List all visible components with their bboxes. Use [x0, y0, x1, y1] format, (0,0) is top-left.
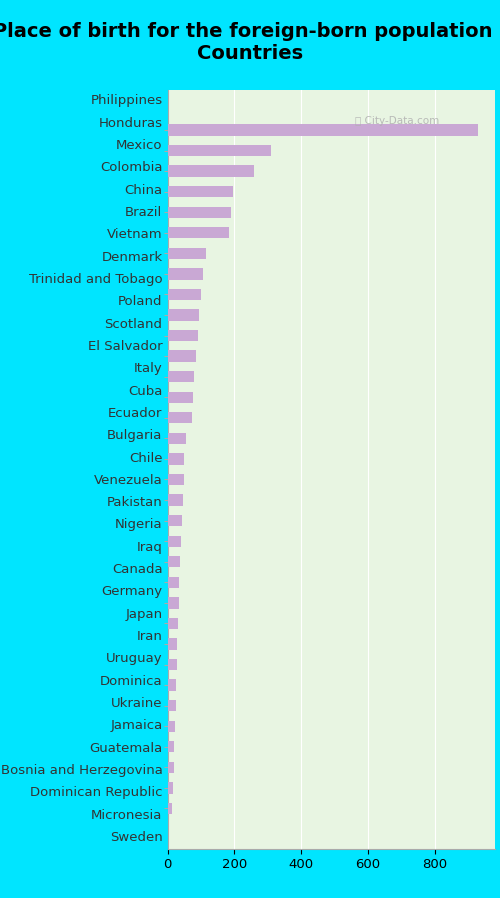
Bar — [168, 330, 198, 341]
Text: Japan: Japan — [126, 608, 162, 621]
Text: Mexico: Mexico — [116, 139, 162, 152]
Bar — [168, 392, 192, 403]
Bar — [168, 495, 182, 506]
Text: Denmark: Denmark — [102, 251, 162, 264]
Text: Germany: Germany — [102, 585, 162, 598]
Bar — [168, 453, 184, 464]
Bar — [168, 680, 176, 691]
Text: Micronesia: Micronesia — [91, 808, 162, 822]
Bar — [168, 474, 184, 485]
Text: Iran: Iran — [136, 630, 162, 643]
Text: Trinidad and Tobago: Trinidad and Tobago — [29, 273, 162, 286]
Bar — [168, 165, 254, 177]
Bar — [168, 556, 180, 568]
Bar — [168, 227, 230, 238]
Text: China: China — [124, 184, 162, 197]
Bar — [168, 350, 196, 362]
Bar — [168, 186, 232, 198]
Bar — [168, 309, 199, 321]
Text: Ecuador: Ecuador — [108, 407, 162, 420]
Text: Place of birth for the foreign-born population -
Countries: Place of birth for the foreign-born popu… — [0, 22, 500, 63]
Text: Chile: Chile — [129, 452, 162, 464]
Text: Brazil: Brazil — [125, 206, 162, 219]
Text: Guatemala: Guatemala — [89, 742, 162, 754]
Bar — [168, 597, 178, 609]
Text: Scotland: Scotland — [104, 318, 162, 330]
Bar — [168, 515, 181, 526]
Text: ⓘ City-Data.com: ⓘ City-Data.com — [354, 117, 439, 127]
Bar — [168, 577, 179, 588]
Bar — [168, 638, 177, 649]
Bar — [168, 659, 176, 670]
Text: Dominican Republic: Dominican Republic — [30, 787, 162, 799]
Text: Iraq: Iraq — [136, 541, 162, 554]
Text: Bulgaria: Bulgaria — [107, 429, 162, 442]
Bar — [168, 741, 174, 753]
Text: Cuba: Cuba — [128, 384, 162, 398]
Text: Venezuela: Venezuela — [94, 474, 162, 487]
Text: Honduras: Honduras — [98, 117, 162, 130]
Bar — [168, 720, 175, 732]
Text: Sweden: Sweden — [110, 831, 162, 844]
Text: Vietnam: Vietnam — [107, 228, 162, 242]
Bar — [168, 762, 173, 773]
Text: Jamaica: Jamaica — [110, 719, 162, 733]
Bar — [168, 700, 176, 711]
Text: Bosnia and Herzegovina: Bosnia and Herzegovina — [0, 764, 162, 777]
Text: Uruguay: Uruguay — [106, 653, 162, 665]
Text: Italy: Italy — [134, 362, 162, 375]
Bar — [168, 124, 478, 136]
Text: Ukraine: Ukraine — [111, 697, 162, 710]
Text: Philippines: Philippines — [90, 94, 162, 108]
Bar — [168, 433, 186, 444]
Text: Poland: Poland — [118, 295, 162, 308]
Text: El Salvador: El Salvador — [88, 340, 162, 353]
Text: Canada: Canada — [112, 563, 162, 577]
Bar — [168, 535, 181, 547]
Bar — [168, 289, 201, 300]
Text: Dominica: Dominica — [100, 674, 162, 688]
Bar — [168, 618, 177, 629]
Bar — [168, 269, 202, 279]
Text: Colombia: Colombia — [100, 162, 162, 174]
Bar — [168, 412, 192, 424]
Text: Pakistan: Pakistan — [106, 497, 162, 509]
Bar — [168, 803, 172, 814]
Text: Nigeria: Nigeria — [115, 518, 162, 532]
Bar — [168, 145, 271, 156]
Bar — [168, 248, 206, 259]
Bar — [168, 207, 231, 218]
Bar — [168, 782, 172, 794]
Bar — [168, 371, 194, 383]
